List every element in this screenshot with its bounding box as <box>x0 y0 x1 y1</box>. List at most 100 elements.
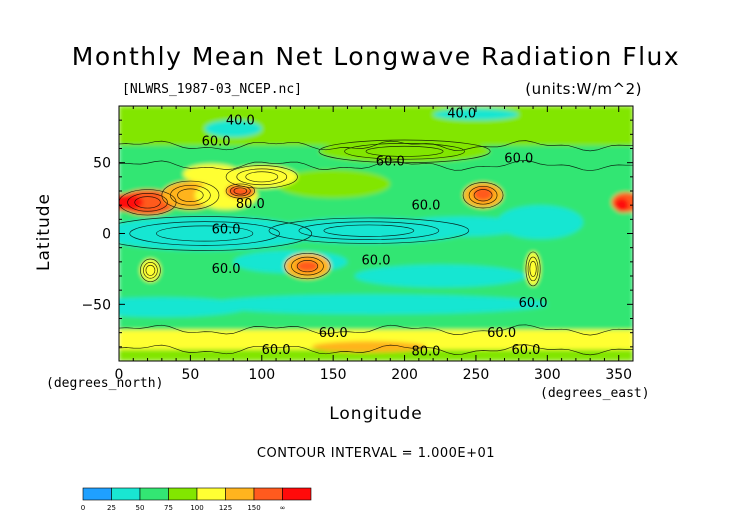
region-sahara-core-wrap <box>614 198 629 213</box>
contour-line <box>225 165 298 189</box>
x-tick-label: 250 <box>463 367 490 383</box>
colorbar-swatch <box>139 487 169 501</box>
heatmap-field <box>119 106 633 361</box>
x-tick-label: 300 <box>534 367 561 383</box>
contour-line <box>143 262 158 279</box>
contour-line <box>296 259 319 273</box>
colorbar-swatch <box>196 487 226 501</box>
region-south-atlantic-low <box>119 297 248 318</box>
region-antarctic-interior <box>119 349 633 361</box>
x-tick-label: 200 <box>391 367 418 383</box>
contour-label: 60.0 <box>212 262 241 277</box>
axes: 0 50 100 150 200 250 300 350 50 0 −50 <box>81 106 633 383</box>
x-units-label: (degrees_east) <box>540 386 650 401</box>
contour-line <box>119 140 633 152</box>
x-tick-label: 350 <box>605 367 632 383</box>
contour-line <box>119 160 633 172</box>
contour-line <box>161 180 220 210</box>
contour-line <box>245 171 279 183</box>
contour-label: 80.0 <box>236 197 265 212</box>
contour-line <box>365 145 444 157</box>
contour-line <box>119 344 633 356</box>
file-label: [NLWRS_1987-03_NCEP.nc] <box>122 82 303 97</box>
contour-line <box>140 258 161 283</box>
contour-label: 80.0 <box>411 344 440 359</box>
contour-line <box>129 221 280 246</box>
contour-label: 60.0 <box>319 326 348 341</box>
contour-interval: CONTOUR INTERVAL = 1.000E+01 <box>256 446 496 461</box>
colorbar-tick-label: ∞ <box>280 504 286 512</box>
x-axis-label: Longitude <box>329 404 423 424</box>
x-tick-label: 50 <box>181 367 199 383</box>
contour-line <box>298 221 440 240</box>
colorbar-swatch <box>168 487 198 501</box>
contour-label: 60.0 <box>202 135 231 150</box>
contour-line <box>462 182 504 209</box>
colorbar-swatch <box>225 487 255 501</box>
contour-label: 60.0 <box>362 254 391 269</box>
region-arctic-low <box>433 108 519 121</box>
contour-line <box>177 188 204 202</box>
contour-line <box>323 224 415 237</box>
contour-lines <box>119 139 633 356</box>
colorbar-tick-label: 50 <box>136 504 145 512</box>
y-tick-label: −50 <box>81 297 111 313</box>
region-east-asia <box>276 169 391 199</box>
region-antarctic-high <box>311 341 426 353</box>
contour-label: 40.0 <box>226 113 255 128</box>
region-central-asia-high <box>183 164 241 184</box>
region-indian-ocean-low <box>119 216 312 251</box>
x-tick-label: 100 <box>248 367 275 383</box>
contour-line <box>134 196 161 209</box>
y-axis-label: Latitude <box>34 193 54 271</box>
colorbar-swatch <box>282 487 312 501</box>
colorbar-swatch <box>253 487 283 501</box>
region-australia-core <box>296 260 319 272</box>
contour-labels: 40.0 40.060.060.0 60.060.080.060.060.060.0… <box>202 106 548 359</box>
colorbar-tick-label: 150 <box>247 504 260 512</box>
contour-label: 40.0 <box>447 106 476 121</box>
colorbar-tick-label: 0 <box>81 504 85 512</box>
colorbar-tick-label: 100 <box>190 504 203 512</box>
colorbar-tick-label: 25 <box>107 504 116 512</box>
contour-label: 60.0 <box>262 343 291 358</box>
chart-title: Monthly Mean Net Longwave Radiation Flux <box>71 42 681 71</box>
contour-line <box>233 187 248 195</box>
contour-label: 60.0 <box>411 198 440 213</box>
contour-label: 60.0 <box>511 343 540 358</box>
contour-label: 60.0 <box>212 223 241 238</box>
contour-label: 60.0 <box>487 326 516 341</box>
contour-line <box>127 193 168 212</box>
contour-line <box>529 260 537 277</box>
contour-label: 60.0 <box>519 296 548 311</box>
contour-line <box>119 324 633 336</box>
colorbar-tick-label: 75 <box>164 504 173 512</box>
region-southern-ocean-low <box>204 294 548 315</box>
contour-line <box>527 256 539 282</box>
region-south-pacific-low <box>354 264 526 288</box>
contour-line <box>318 139 491 164</box>
colorbar-swatch <box>82 487 112 501</box>
contour-line <box>473 189 493 202</box>
contour-line <box>236 168 288 186</box>
contour-line <box>145 264 156 276</box>
contour-line <box>170 184 211 206</box>
contour-line <box>284 252 331 280</box>
contour-line <box>291 256 324 276</box>
colorbar-tick-label: 125 <box>219 504 232 512</box>
region-sahara-core <box>119 193 144 211</box>
contour-line <box>525 251 541 287</box>
plot-area <box>119 106 633 361</box>
contour-line <box>268 217 470 244</box>
units-label: (units:W/m^2) <box>525 80 642 98</box>
contour-line <box>225 183 255 199</box>
region-east-pacific-low <box>397 216 526 237</box>
y-tick-label: 0 <box>102 227 111 243</box>
contour-line <box>156 225 254 242</box>
contour-line <box>119 216 313 251</box>
colorbar: 0 25 50 75 100 125 150 ∞ <box>81 487 312 512</box>
x-tick-label: 150 <box>320 367 347 383</box>
region-siberia-low <box>204 120 262 138</box>
y-units-label: (degrees_north) <box>46 376 164 391</box>
